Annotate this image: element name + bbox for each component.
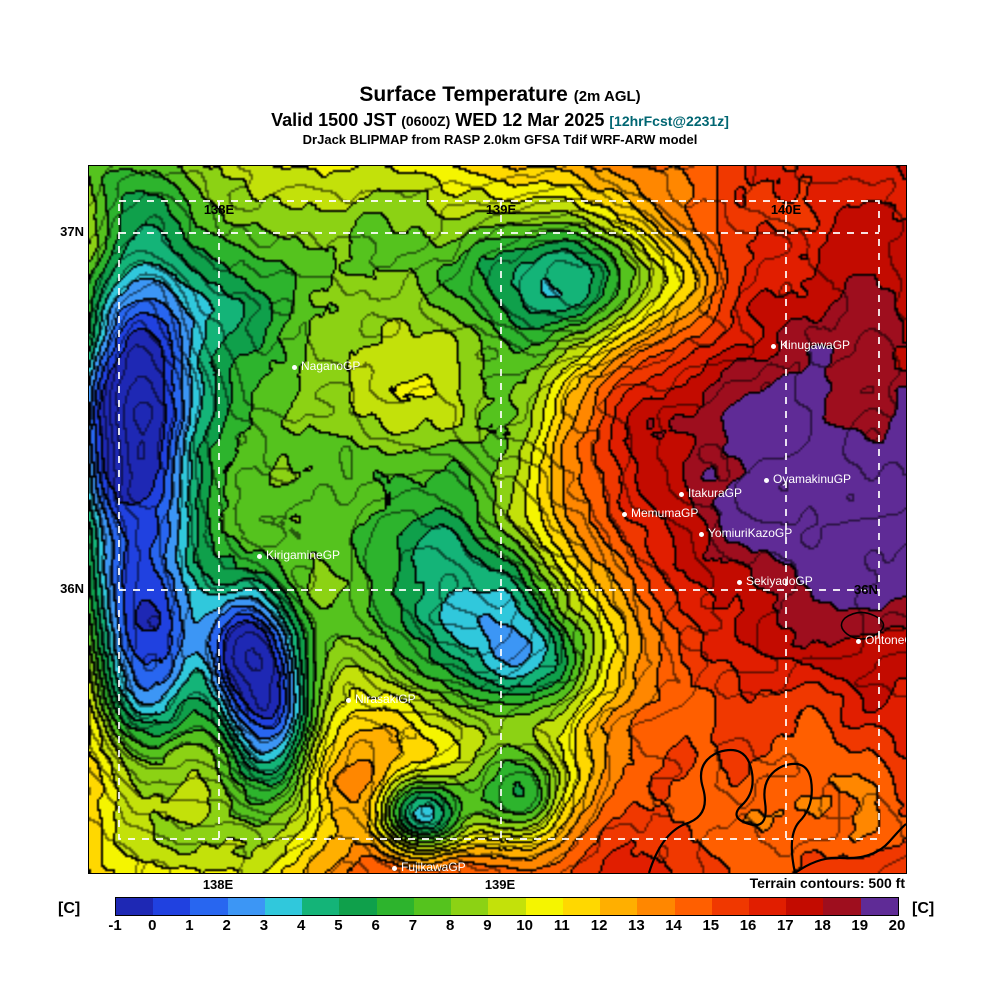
- colorbar-tick: 4: [297, 917, 306, 934]
- colorbar-cell-7: [376, 898, 414, 915]
- header: Surface Temperature (2m AGL) Valid 1500 …: [0, 84, 1000, 148]
- colorbar-cell-14: [637, 898, 675, 915]
- grid-label-bottom: 138E: [202, 877, 234, 892]
- valid-date: WED 12 Mar 2025: [455, 110, 605, 130]
- temperature-field-canvas: [89, 166, 906, 873]
- colorbar-cell-11: [525, 898, 563, 915]
- colorbar-cell-20: [860, 898, 898, 915]
- station-label: ItakuraGP: [688, 486, 743, 500]
- colorbar-cell-5: [302, 898, 340, 915]
- colorbar-cell-12: [562, 898, 601, 915]
- map-overlay: [118, 200, 906, 873]
- colorbar-tick: 0: [148, 917, 157, 934]
- grid-label-top: 140E: [770, 202, 802, 217]
- map-grid-labels-layer: 138E 139E 140E 36N: [89, 166, 906, 873]
- colorbar-tick: 20: [888, 917, 906, 934]
- grid-label-left: 37N: [60, 224, 84, 239]
- valid-zulu: (0600Z): [401, 113, 451, 129]
- colorbar-tick: 13: [627, 917, 645, 934]
- colorbar-tick: 18: [814, 917, 831, 934]
- page-title-suffix: (2m AGL): [573, 88, 641, 105]
- map-panel: 138E 139E 140E 36N KinugawaGP NaganoGP Oyamak…: [88, 165, 907, 874]
- station-label: KirigamineGP: [266, 548, 341, 562]
- grid-label-top: 138E: [203, 202, 235, 217]
- colorbar-cell-13: [600, 898, 638, 915]
- station-label: NirasakiGP: [355, 692, 416, 706]
- colorbar: [115, 897, 899, 916]
- colorbar-cell-8: [413, 898, 452, 915]
- colorbar-tick: 7: [408, 917, 418, 934]
- station-dot: [771, 344, 776, 349]
- station-dot: [699, 532, 704, 537]
- station-dot: [737, 580, 742, 585]
- colorbar-tick-row: -1 0 1 2 3 4 5 6 7 8 9 10 11 12 13 14 15 16 17 18 19 20: [108, 917, 905, 935]
- colorbar-tick: 17: [776, 917, 794, 934]
- grid-label-right-inside: 36N: [854, 582, 878, 597]
- station-label: SekiyadoGP: [746, 574, 813, 588]
- colorbar-cell-19: [823, 898, 861, 915]
- terrain-contours-note: Terrain contours: 500 ft: [749, 875, 905, 891]
- colorbar-tick: 11: [553, 917, 570, 934]
- colorbar-tick: 1: [185, 917, 194, 934]
- station-dot: [622, 512, 627, 517]
- colorbar-tick: 3: [259, 917, 269, 934]
- station-dot: [856, 639, 861, 644]
- colorbar-cell-10: [488, 898, 526, 915]
- colorbar-tick: 19: [851, 917, 869, 934]
- colorbar-tick: 10: [516, 917, 533, 934]
- station-label: MemumaGP: [631, 506, 699, 520]
- station-label: FujikawaGP: [401, 860, 466, 874]
- colorbar-unit-right: [C]: [912, 900, 935, 917]
- coastline-boso: [794, 823, 906, 873]
- grid-label-bottom: 139E: [484, 877, 516, 892]
- station-dot: [764, 478, 769, 483]
- station-dot: [392, 866, 397, 871]
- colorbar-tick: -1: [108, 917, 122, 934]
- colorbar-cell-4: [264, 898, 303, 915]
- colorbar-tick: 16: [739, 917, 757, 934]
- colorbar-cell-9: [451, 898, 489, 915]
- page-title: Surface Temperature: [359, 83, 568, 106]
- model-line: DrJack BLIPMAP from RASP 2.0km GFSA Tdif…: [302, 132, 698, 147]
- colorbar-tick: 5: [334, 917, 343, 934]
- station-label: OyamakinuGP: [773, 472, 852, 486]
- station-dot: [292, 365, 297, 370]
- colorbar-tick: 8: [445, 917, 455, 934]
- station-label: KinugawaGP: [780, 338, 851, 352]
- colorbar-cell-17: [748, 898, 787, 915]
- forecast-tag: [12hrFcst@2231z]: [609, 113, 729, 129]
- station-dot: [257, 554, 262, 559]
- colorbar-tick: 2: [222, 917, 231, 934]
- colorbar-tick: 12: [590, 917, 608, 934]
- colorbar-cell-16: [711, 898, 749, 915]
- colorbar-cell-6: [339, 898, 377, 915]
- colorbar-cell-3: [227, 898, 265, 915]
- station-label: OhtoneGP: [865, 633, 906, 647]
- colorbar-cell-1: [153, 898, 191, 915]
- colorbar-tick: 15: [702, 917, 720, 934]
- station-label: YomiuriKazoGP: [708, 526, 793, 540]
- station-dot: [346, 698, 351, 703]
- domain-boundary-dashed-rect: [118, 200, 880, 840]
- station-label: NaganoGP: [301, 359, 361, 373]
- colorbar-tick: 9: [483, 917, 492, 934]
- colorbar-cell-0: [116, 898, 154, 915]
- colorbar-tick: 14: [665, 917, 682, 934]
- colorbar-tick: 6: [371, 917, 380, 934]
- valid-time: Valid 1500 JST: [271, 110, 397, 130]
- colorbar-cell-18: [786, 898, 824, 915]
- grid-label-top: 139E: [485, 202, 517, 217]
- colorbar-cell-15: [674, 898, 712, 915]
- stations-layer: KinugawaGP NaganoGP OyamakinuGP ItakuraGP Me…: [89, 166, 906, 873]
- grid-label-left: 36N: [60, 581, 84, 596]
- colorbar-unit-left: [C]: [58, 900, 81, 917]
- station-dot: [679, 492, 684, 497]
- lake-outline: [840, 611, 885, 640]
- title-line: Surface Temperature (2m AGL): [0, 84, 1000, 108]
- valid-line: Valid 1500 JST (0600Z) WED 12 Mar 2025 […: [0, 110, 1000, 131]
- coastline-tokyo-bay: [647, 748, 813, 873]
- colorbar-cell-2: [190, 898, 228, 915]
